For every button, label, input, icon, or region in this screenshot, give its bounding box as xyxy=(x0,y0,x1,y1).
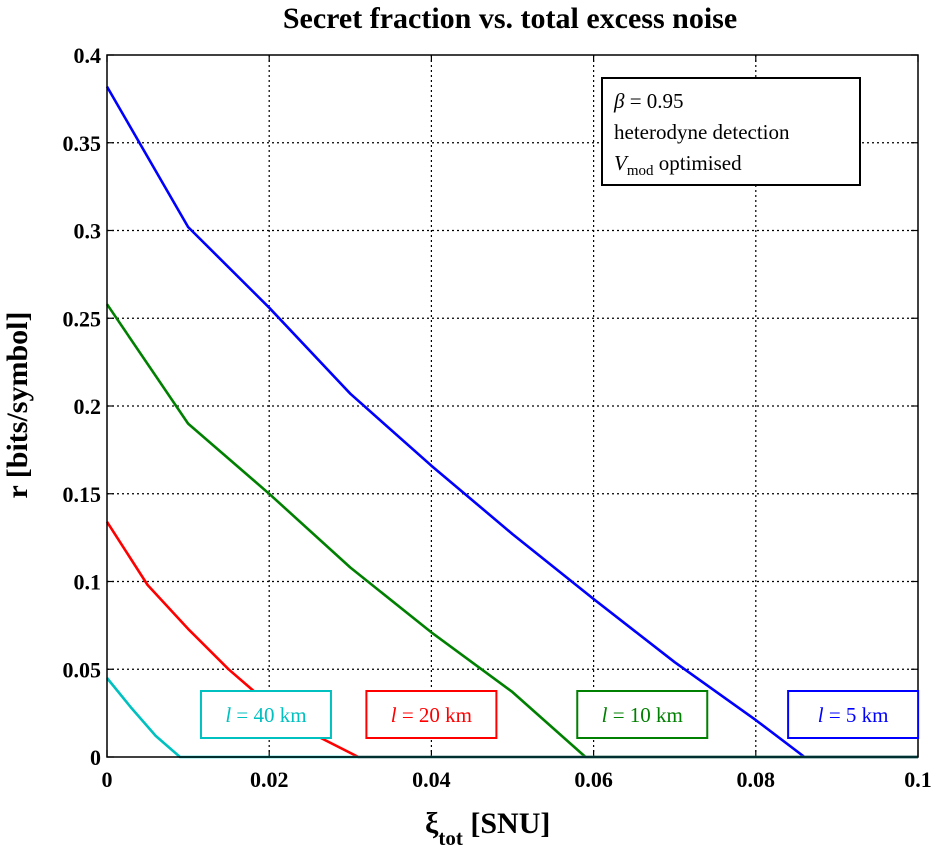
x-tick-label: 0.06 xyxy=(574,767,613,792)
annotation-beta: β = 0.95 xyxy=(613,89,684,113)
series-labels: l = 5 kml = 10 kml = 20 kml = 40 km xyxy=(199,690,920,739)
series-label-var: l xyxy=(818,703,824,727)
y-tick-label: 0.2 xyxy=(74,394,102,419)
chart-title: Secret fraction vs. total excess noise xyxy=(283,2,737,35)
series-label-3: l = 40 km xyxy=(199,690,332,739)
beta-value: = 0.95 xyxy=(624,89,683,113)
series-label-rest: = 20 km xyxy=(397,703,472,727)
x-tick-label: 0.08 xyxy=(737,767,776,792)
y-tick-label: 0.4 xyxy=(74,43,102,68)
series-line-0 xyxy=(105,85,918,759)
series-label-frame xyxy=(787,690,920,739)
beta-symbol: β xyxy=(613,89,625,113)
x-axis-label-symbol: ξ xyxy=(425,807,439,840)
series-label-frame xyxy=(199,690,332,739)
series-label-rest: = 10 km xyxy=(607,703,682,727)
series-lines xyxy=(105,85,918,759)
series-label-var: l xyxy=(225,703,231,727)
series-label-text: l = 10 km xyxy=(602,703,683,727)
vmod-symbol: V xyxy=(614,151,629,175)
series-label-text: l = 20 km xyxy=(391,703,472,727)
vmod-text: optimised xyxy=(654,151,743,175)
series-label-var: l xyxy=(391,703,397,727)
series-label-2: l = 20 km xyxy=(365,690,498,739)
annotation-box: β = 0.95 heterodyne detection Vmod optim… xyxy=(601,77,861,186)
vmod-subscript: mod xyxy=(627,163,654,179)
y-tick-label: 0.3 xyxy=(74,219,102,244)
annotation-vmod: Vmod optimised xyxy=(614,151,742,179)
y-tick-label: 0.35 xyxy=(63,131,102,156)
series-label-frame xyxy=(576,690,709,739)
series-label-text: l = 5 km xyxy=(818,703,889,727)
x-tick-label: 0.04 xyxy=(412,767,451,792)
series-label-0: l = 5 km xyxy=(787,690,920,739)
annotation-frame xyxy=(601,77,861,186)
annotation-detection: heterodyne detection xyxy=(614,120,790,144)
tick-labels: 0 0.02 0.04 0.06 0.08 0.1 0 0.05 0.1 0.15 0.2 0.25 0… xyxy=(63,43,932,792)
y-tick-label: 0.1 xyxy=(74,570,102,595)
series-label-rest: = 40 km xyxy=(231,703,306,727)
series-label-text: l = 40 km xyxy=(225,703,306,727)
series-label-frame xyxy=(365,690,498,739)
y-tick-label: 0.05 xyxy=(63,657,102,682)
series-label-1: l = 10 km xyxy=(576,690,709,739)
x-axis-label-subscript: tot xyxy=(438,826,463,850)
series-line-2 xyxy=(105,521,918,759)
series-label-rest: = 5 km xyxy=(824,703,889,727)
y-axis-label: r [bits/symbol] xyxy=(1,312,34,499)
y-tick-label: 0 xyxy=(90,745,101,770)
x-axis-label: ξtot [SNU] xyxy=(425,807,550,850)
x-tick-label: 0 xyxy=(102,767,113,792)
plot-frame xyxy=(106,54,919,758)
x-tick-label: 0.1 xyxy=(904,767,932,792)
series-label-var: l xyxy=(602,703,608,727)
y-tick-label: 0.25 xyxy=(63,306,102,331)
series-line-1 xyxy=(105,303,918,759)
x-tick-label: 0.02 xyxy=(250,767,289,792)
x-axis-label-unit: [SNU] xyxy=(463,807,551,840)
y-tick-label: 0.15 xyxy=(63,482,102,507)
